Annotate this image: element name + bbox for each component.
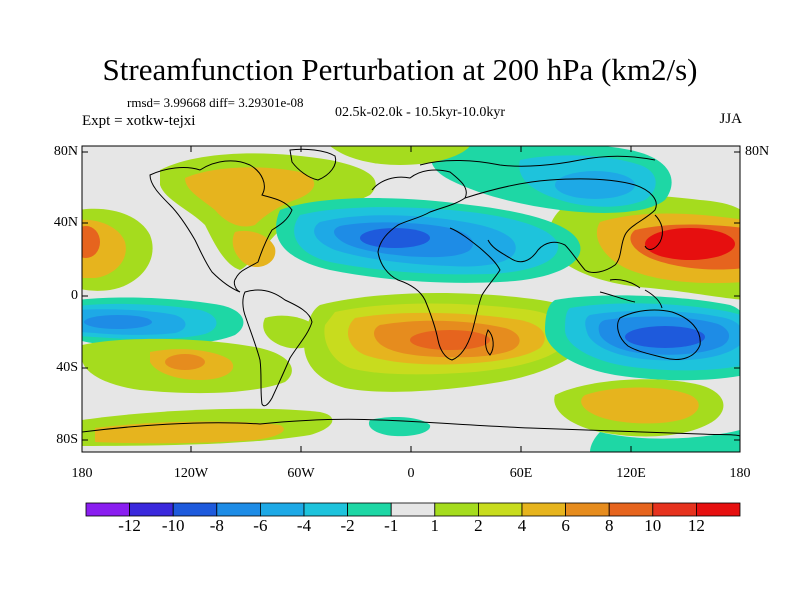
colorbar-label-9: 4 (517, 516, 527, 535)
rmsd-diff-stats: rmsd= 3.99668 diff= 3.29301e-08 (127, 95, 304, 110)
field-south-pacific-positive-core (165, 354, 205, 370)
colorbar-box-7 (390, 502, 436, 517)
colorbar-label-1: -10 (161, 516, 185, 535)
colorbar-box-14 (696, 502, 741, 517)
colorbar-box-11 (565, 502, 610, 517)
colorbar-box-13 (652, 502, 697, 517)
field-southern-ocean-negative-band (590, 430, 740, 452)
coast-europe-africa (371, 169, 501, 361)
coast-madagascar (485, 329, 494, 356)
time-span-label: 02.5k-02.0k - 10.5kyr-10.0kyr (334, 105, 506, 120)
colorbar-label-13: 12 (687, 516, 705, 535)
lon-label-120e: 120E (616, 466, 646, 481)
experiment-label: Expt = xotkw-tejxi (82, 113, 196, 129)
field-arabia-negative-core (360, 228, 430, 248)
colorbar-box-9 (477, 502, 523, 517)
colorbar-box-8 (434, 502, 479, 517)
colorbar-box-0 (85, 502, 130, 517)
coast-japan (644, 214, 663, 250)
field-east-pacific-n-positive-core (82, 226, 100, 258)
lon-label-0: 0 (407, 466, 415, 481)
coast-antarctica (82, 418, 740, 437)
contour-field (82, 146, 740, 452)
field-antarctic-positive-inner (95, 421, 284, 444)
colorbar-label-7: 1 (430, 516, 440, 535)
coast-siberia-north (419, 155, 656, 167)
lat-label-40s: 40S (56, 360, 78, 375)
field-gulf-positive (232, 230, 276, 268)
coast-australia (617, 309, 701, 360)
colorbar-label-0: -12 (118, 516, 141, 535)
colorbar-label-4: -4 (296, 516, 312, 535)
lat-label-80n: 80N (53, 144, 78, 159)
lon-label-60w: 60W (287, 466, 315, 481)
colorbar-box-6 (347, 502, 392, 517)
colorbar-label-6: -1 (384, 516, 399, 535)
field-siberia-negative-core (555, 171, 635, 199)
colorbar-label-12: 10 (644, 516, 662, 535)
colorbar-box-1 (129, 502, 174, 517)
field-east-pacific-s-negative-core (84, 315, 152, 329)
field-west-pacific-n-positive-core (645, 228, 735, 260)
colorbar-label-5: -2 (340, 516, 355, 535)
colorbar-label-10: 6 (561, 516, 570, 535)
colorbar (85, 502, 741, 517)
season-label: JJA (719, 111, 742, 127)
colorbar-label-2: -8 (209, 516, 224, 535)
lon-label-120w: 120W (173, 466, 209, 481)
coast-north-america (149, 160, 293, 293)
field-indian-ocean-s-negative-core (625, 326, 705, 348)
colorbar-box-5 (303, 502, 348, 517)
colorbar-label-11: 8 (604, 516, 614, 535)
colorbar-box-3 (216, 502, 261, 517)
colorbar-box-2 (172, 502, 218, 517)
coast-greenland (289, 148, 337, 181)
coast-asia (464, 178, 657, 273)
coast-south-america (242, 289, 313, 407)
colorbar-box-4 (259, 502, 305, 517)
field-southern-ocean-positive-inner (581, 387, 699, 424)
lon-label-180-right: 180 (729, 466, 751, 481)
field-south-atlantic-positive-core (410, 330, 490, 350)
coastlines (82, 148, 740, 437)
colorbar-box-12 (608, 502, 654, 517)
colorbar-label-8: 2 (474, 516, 483, 535)
lon-label-60e: 60E (509, 466, 533, 481)
lon-label-180-left: 180 (71, 466, 93, 481)
lat-label-40n: 40N (53, 215, 78, 230)
field-arctic-positive (330, 146, 470, 165)
colorbar-label-3: -6 (253, 516, 268, 535)
tick-marks (82, 146, 740, 452)
lat-label-80n-right: 80N (745, 144, 770, 159)
field-north-america-positive-inner (185, 167, 315, 227)
lat-label-0: 0 (71, 288, 78, 303)
colorbar-box-10 (521, 502, 566, 517)
plot-title: Streamfunction Perturbation at 200 hPa (… (102, 52, 698, 87)
lat-label-80s: 80S (56, 432, 78, 447)
coast-maritime (599, 279, 663, 309)
